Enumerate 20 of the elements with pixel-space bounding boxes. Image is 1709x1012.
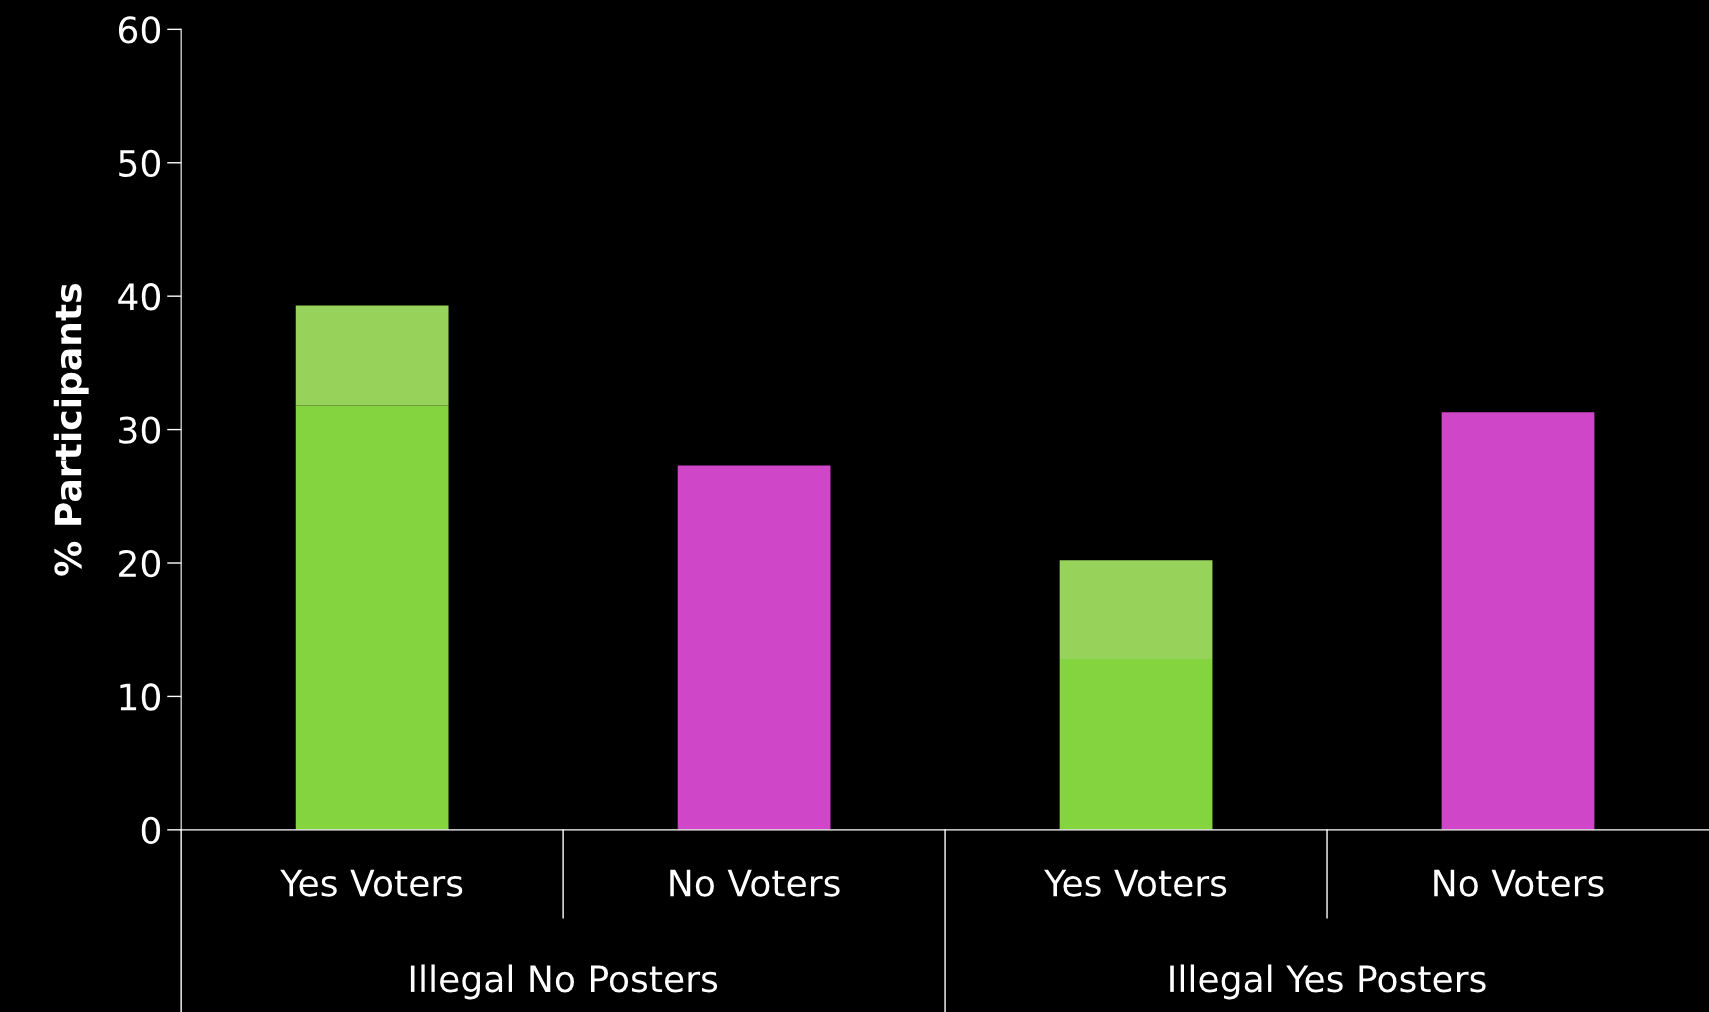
x-tick-label: No Voters bbox=[670, 869, 840, 897]
text: Illegal No Posters bbox=[410, 964, 718, 1000]
y-tick-label: 30 bbox=[119, 416, 161, 444]
y-tick-label: 10 bbox=[120, 683, 161, 711]
x-tick-label: No Voters bbox=[1434, 869, 1604, 897]
bar bbox=[677, 465, 831, 830]
text: Illegal Yes Posters bbox=[1170, 964, 1486, 1000]
y-tick-label: 50 bbox=[119, 149, 161, 177]
bar bbox=[1059, 560, 1213, 660]
y-tick-label: 20 bbox=[119, 549, 161, 578]
x-tick-label: Yes Voters bbox=[1044, 869, 1227, 897]
bar bbox=[1059, 659, 1213, 830]
bar bbox=[1441, 412, 1595, 830]
bar bbox=[295, 305, 449, 406]
y-tick-label: 40 bbox=[118, 283, 161, 311]
y-tick-label: 0 bbox=[141, 816, 161, 845]
x-tick-label: Yes Voters bbox=[280, 869, 463, 897]
y-tick-label: 60 bbox=[118, 16, 161, 44]
bar bbox=[295, 405, 449, 830]
y-axis-title: % Participants bbox=[53, 284, 89, 576]
